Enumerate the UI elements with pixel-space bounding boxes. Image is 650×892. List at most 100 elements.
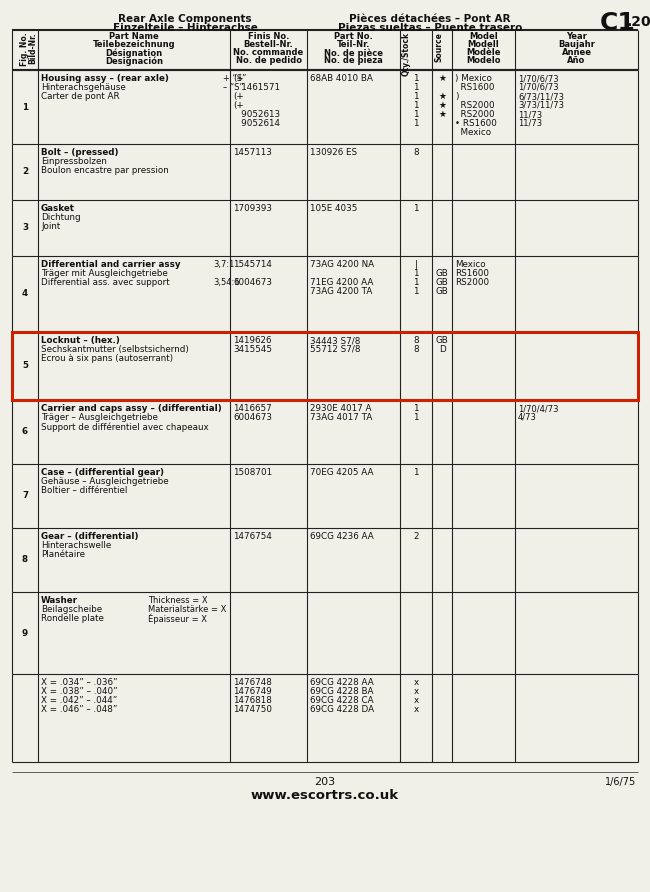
Text: 3415545: 3415545 xyxy=(233,345,272,354)
Text: 1/70/6/73: 1/70/6/73 xyxy=(518,83,558,92)
Text: x: x xyxy=(413,678,419,687)
Text: 7: 7 xyxy=(22,491,28,500)
Text: 4/73: 4/73 xyxy=(518,413,537,422)
Text: .20: .20 xyxy=(627,15,650,29)
Text: 1457113: 1457113 xyxy=(233,148,272,157)
Text: RS1600: RS1600 xyxy=(455,269,489,278)
Text: Rondelle plate: Rondelle plate xyxy=(41,614,104,623)
Text: 68AB 4010 BA: 68AB 4010 BA xyxy=(310,74,373,83)
Text: Mexico: Mexico xyxy=(455,128,491,137)
Text: Materialstärke = X: Materialstärke = X xyxy=(148,605,226,614)
Text: 73AG 4200 NA: 73AG 4200 NA xyxy=(310,260,374,269)
Text: Housing assy – (rear axle): Housing assy – (rear axle) xyxy=(41,74,169,83)
Text: Hinterachsgehäuse: Hinterachsgehäuse xyxy=(41,83,125,92)
Text: Pièces détachées – Pont AR: Pièces détachées – Pont AR xyxy=(349,14,511,24)
Text: RS2000: RS2000 xyxy=(455,110,495,119)
Text: 1476754: 1476754 xyxy=(233,532,272,541)
Text: 1: 1 xyxy=(413,83,419,92)
Text: Model: Model xyxy=(469,32,498,41)
Text: 8: 8 xyxy=(22,556,28,565)
Text: 5: 5 xyxy=(22,361,28,370)
Text: Support de différentiel avec chapeaux: Support de différentiel avec chapeaux xyxy=(41,422,209,432)
Text: Designación: Designación xyxy=(105,56,163,65)
Text: 1461571: 1461571 xyxy=(233,83,280,92)
Text: • RS1600: • RS1600 xyxy=(455,119,497,128)
Text: Annee: Annee xyxy=(562,48,592,57)
Text: Year: Year xyxy=(566,32,587,41)
Text: RS1600: RS1600 xyxy=(455,83,495,92)
Text: 1474750: 1474750 xyxy=(233,705,272,714)
Text: 11/73: 11/73 xyxy=(518,119,542,128)
Text: 11/73: 11/73 xyxy=(518,110,542,119)
Text: Source: Source xyxy=(434,32,443,62)
Text: No. de pieza: No. de pieza xyxy=(324,56,383,65)
Text: x: x xyxy=(413,687,419,696)
Text: 3: 3 xyxy=(22,224,28,233)
Text: Teil-Nr.: Teil-Nr. xyxy=(337,40,370,49)
Text: 70EG 4205 AA: 70EG 4205 AA xyxy=(310,468,374,477)
Text: ★: ★ xyxy=(438,74,446,83)
Text: Mexico: Mexico xyxy=(455,260,486,269)
Text: Bild-Nr.: Bild-Nr. xyxy=(28,32,37,63)
Text: Träger mit Ausgleichgetriebe: Träger mit Ausgleichgetriebe xyxy=(41,269,168,278)
Text: 3,54:1: 3,54:1 xyxy=(213,278,239,287)
Text: Piezas sueltas – Puente trasero: Piezas sueltas – Puente trasero xyxy=(338,23,522,33)
Text: Hinterachswelle: Hinterachswelle xyxy=(41,541,111,550)
Text: 69CG 4228 AA: 69CG 4228 AA xyxy=(310,678,374,687)
Text: 8: 8 xyxy=(413,345,419,354)
Text: 1476818: 1476818 xyxy=(233,696,272,705)
Text: Finis No.: Finis No. xyxy=(248,32,289,41)
Text: No. de pièce: No. de pièce xyxy=(324,48,383,57)
Text: No. de pedido: No. de pedido xyxy=(235,56,302,65)
Text: Modell: Modell xyxy=(467,40,499,49)
Text: 69CG 4236 AA: 69CG 4236 AA xyxy=(310,532,374,541)
Text: 1709393: 1709393 xyxy=(233,204,272,213)
Text: 73AG 4200 TA: 73AG 4200 TA xyxy=(310,287,372,296)
Text: 203: 203 xyxy=(315,777,335,787)
Text: Carter de pont AR: Carter de pont AR xyxy=(41,92,120,101)
Text: 1: 1 xyxy=(413,74,419,83)
Text: 3,7:1: 3,7:1 xyxy=(213,260,235,269)
Text: 6: 6 xyxy=(22,427,28,436)
Text: Qty./Stock: Qty./Stock xyxy=(402,32,411,76)
Text: ★: ★ xyxy=(438,101,446,110)
Text: 1: 1 xyxy=(413,278,419,287)
Text: Gear – (differential): Gear – (differential) xyxy=(41,532,138,541)
Text: 2930E 4017 A: 2930E 4017 A xyxy=(310,404,372,413)
Text: 1476749: 1476749 xyxy=(233,687,272,696)
Text: 1416657: 1416657 xyxy=(233,404,272,413)
Text: www.escortrs.co.uk: www.escortrs.co.uk xyxy=(251,789,399,802)
Text: 1545714: 1545714 xyxy=(233,260,272,269)
Text: Differential and carrier assy: Differential and carrier assy xyxy=(41,260,181,269)
Text: D: D xyxy=(439,345,445,354)
Text: 1/6/75: 1/6/75 xyxy=(604,777,636,787)
Text: 1: 1 xyxy=(413,119,419,128)
Text: 1: 1 xyxy=(413,413,419,422)
Text: + “S”: + “S” xyxy=(223,74,246,83)
Text: (+: (+ xyxy=(233,101,244,110)
Text: Épaisseur = X: Épaisseur = X xyxy=(148,614,207,624)
Text: GB: GB xyxy=(436,278,448,287)
Text: 6004673: 6004673 xyxy=(233,278,272,287)
Text: x: x xyxy=(413,705,419,714)
Text: 1: 1 xyxy=(413,269,419,278)
Text: Rear Axle Components: Rear Axle Components xyxy=(118,14,252,24)
Text: Beilagscheibe: Beilagscheibe xyxy=(41,605,102,614)
Text: ): ) xyxy=(455,92,458,101)
Text: Case – (differential gear): Case – (differential gear) xyxy=(41,468,164,477)
Text: GB: GB xyxy=(436,269,448,278)
Text: Bolt – (pressed): Bolt – (pressed) xyxy=(41,148,118,157)
Text: (+: (+ xyxy=(233,92,244,101)
Text: Bestell-Nr.: Bestell-Nr. xyxy=(244,40,293,49)
Text: Washer: Washer xyxy=(41,596,78,605)
Text: GB: GB xyxy=(436,336,448,345)
Text: Gasket: Gasket xyxy=(41,204,75,213)
Text: Planétaire: Planétaire xyxy=(41,550,85,559)
Text: 69CG 4228 CA: 69CG 4228 CA xyxy=(310,696,374,705)
Text: 1: 1 xyxy=(413,404,419,413)
Text: C1: C1 xyxy=(600,11,636,35)
Text: 34443 S7/8: 34443 S7/8 xyxy=(310,336,360,345)
Text: 1476748: 1476748 xyxy=(233,678,272,687)
Text: 69CG 4228 BA: 69CG 4228 BA xyxy=(310,687,374,696)
Text: Träger – Ausgleichgetriebe: Träger – Ausgleichgetriebe xyxy=(41,413,158,422)
